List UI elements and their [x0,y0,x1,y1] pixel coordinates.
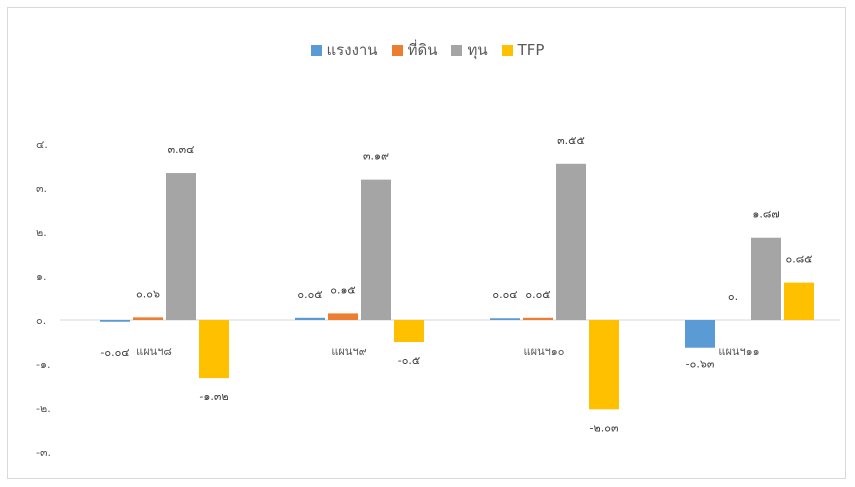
legend-label-tfp: TFP [517,41,545,59]
category-label: แผนฯ๑๑ [718,345,759,358]
data-label-tfp: -๒.๐๓ [590,421,619,434]
y-tick-label: ๐. [36,314,46,327]
data-label-labor: -๐.๐๔ [100,346,129,359]
bar-capital [361,179,391,320]
y-tick-label: ๒. [36,226,47,239]
bar-labor [685,320,715,348]
bar-tfp [394,320,424,342]
bar-tfp [199,320,229,379]
bar-labor [100,320,130,322]
legend-swatch-tfp [501,44,513,56]
legend-item-tfp: TFP [501,38,545,62]
category-label: แผนฯ๘ [136,345,172,358]
chart-area [7,7,846,479]
legend-swatch-labor [310,44,322,56]
bar-tfp [784,282,814,320]
y-tick-label: -๒. [36,402,51,415]
legend-swatch-land [391,44,403,56]
y-tick-label: -๓. [36,446,51,459]
y-tick-label: ๓. [36,182,47,195]
data-label-labor: ๐.๐๕ [297,288,322,301]
legend-item-capital: ทุน [451,38,488,62]
legend-item-land: ที่ดิน [391,38,438,62]
category-label: แผนฯ๑๐ [524,345,565,358]
chart-legend: แรงงาน ที่ดิน ทุน TFP [0,38,855,62]
data-label-land: ๐. [728,290,738,303]
data-label-capital: ๓.๓๔ [168,143,195,156]
bar-capital [166,173,196,320]
bar-labor [295,317,325,320]
bar-capital [556,163,586,320]
y-tick-label: ๑. [36,270,46,283]
data-label-capital: ๑.๘๗ [752,208,779,221]
data-label-land: ๐.๐๖ [136,287,160,300]
bar-land [133,317,163,320]
bar-tfp [589,320,619,410]
data-label-labor: -๐.๖๓ [686,358,715,371]
y-tick-label: -๑. [36,358,50,371]
bar-land [523,317,553,320]
data-label-tfp: ๐.๘๕ [785,253,812,266]
category-label: แผนฯ๙ [331,345,366,358]
data-label-tfp: -๐.๕ [398,354,421,367]
legend-label-land: ที่ดิน [407,41,438,59]
bar-capital [751,237,781,320]
legend-label-capital: ทุน [467,41,488,59]
data-label-land: ๐.๑๕ [330,283,356,296]
legend-item-labor: แรงงาน [310,38,378,62]
data-label-tfp: -๑.๓๒ [199,390,228,403]
data-label-land: ๐.๐๕ [525,288,550,301]
legend-swatch-capital [451,44,463,56]
bar-labor [490,318,520,320]
bar-land [328,313,358,320]
y-tick-label: ๔. [36,138,48,151]
data-label-labor: ๐.๐๔ [492,288,517,301]
data-label-capital: ๓.๑๙ [363,150,389,163]
data-label-capital: ๓.๕๕ [557,134,585,147]
legend-label-labor: แรงงาน [326,41,378,59]
